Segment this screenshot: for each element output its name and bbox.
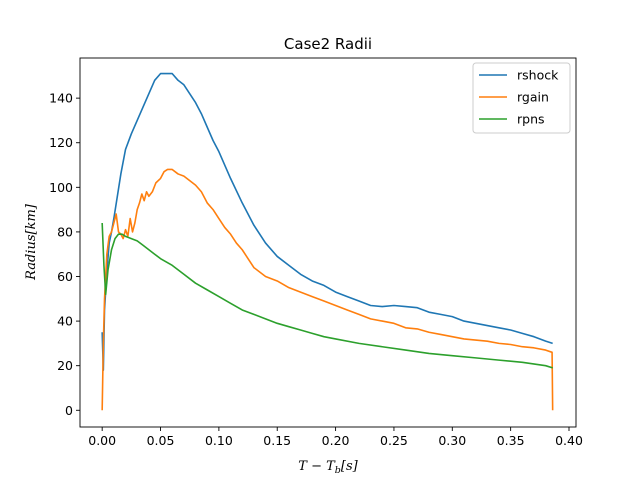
x-tick-label: 0.35 [497, 433, 525, 448]
y-axis-label: Radius[km] [24, 203, 39, 281]
legend-label-rpns: rpns [517, 112, 545, 127]
legend-box [472, 62, 571, 134]
x-tick-label: 0.25 [380, 433, 408, 448]
series-line-rshock [101, 72, 553, 371]
x-tick-label: 0.20 [322, 433, 350, 448]
x-axis-label-main: T − T [298, 459, 336, 474]
y-tick-label: 120 [49, 135, 73, 150]
y-tick-label: 40 [57, 314, 73, 329]
x-tick-label: 0.40 [555, 433, 583, 448]
x-tick-label: 0.05 [147, 433, 175, 448]
x-tick-label: 0.10 [205, 433, 233, 448]
y-tick-label: 0 [65, 403, 73, 418]
y-tick-label: 60 [57, 269, 73, 284]
x-tick-label: 0.30 [438, 433, 466, 448]
x-tick-label: 0.15 [263, 433, 291, 448]
y-tick-label: 140 [49, 91, 73, 106]
legend-label-rshock: rshock [517, 68, 559, 83]
x-axis-label-subscript: b [335, 465, 341, 476]
x-axis-label-tail: [s] [341, 459, 359, 474]
x-axis-ticks: 0.00 0.05 0.10 0.15 0.20 0.25 0.30 0.35 0.40 [88, 427, 583, 448]
series-line-rpns [101, 222, 553, 369]
y-axis-ticks: 0 20 40 60 80 100 120 140 [49, 91, 80, 418]
legend: rshock rgain rpns [472, 62, 571, 134]
plot-area [101, 72, 554, 411]
chart-title: Case2 Radii [284, 35, 372, 53]
axes-frame [79, 57, 577, 428]
legend-label-rgain: rgain [517, 90, 549, 105]
x-axis-label: T − Tb[s] [298, 459, 358, 476]
series-line-rgain [101, 168, 554, 411]
y-tick-label: 100 [49, 180, 73, 195]
y-tick-label: 20 [57, 358, 73, 373]
y-tick-label: 80 [57, 224, 73, 239]
x-tick-label: 0.00 [88, 433, 116, 448]
